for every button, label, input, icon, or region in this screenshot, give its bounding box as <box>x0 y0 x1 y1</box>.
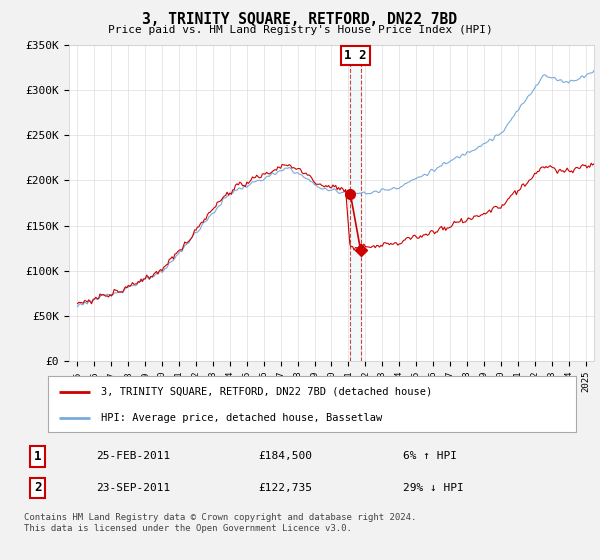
Text: Price paid vs. HM Land Registry's House Price Index (HPI): Price paid vs. HM Land Registry's House … <box>107 25 493 35</box>
Text: HPI: Average price, detached house, Bassetlaw: HPI: Average price, detached house, Bass… <box>101 413 382 423</box>
Text: 29% ↓ HPI: 29% ↓ HPI <box>403 483 464 493</box>
Text: 6% ↑ HPI: 6% ↑ HPI <box>403 451 457 461</box>
Text: Contains HM Land Registry data © Crown copyright and database right 2024.
This d: Contains HM Land Registry data © Crown c… <box>24 514 416 533</box>
Text: 2: 2 <box>34 481 42 494</box>
Text: 23-SEP-2011: 23-SEP-2011 <box>97 483 171 493</box>
Text: £122,735: £122,735 <box>259 483 313 493</box>
Text: 3, TRINITY SQUARE, RETFORD, DN22 7BD: 3, TRINITY SQUARE, RETFORD, DN22 7BD <box>143 12 458 27</box>
Text: 1: 1 <box>34 450 42 463</box>
Bar <box>350 45 361 361</box>
Text: 25-FEB-2011: 25-FEB-2011 <box>97 451 171 461</box>
Text: 1 2: 1 2 <box>344 49 367 62</box>
Text: £184,500: £184,500 <box>259 451 313 461</box>
Text: 3, TRINITY SQUARE, RETFORD, DN22 7BD (detached house): 3, TRINITY SQUARE, RETFORD, DN22 7BD (de… <box>101 387 432 397</box>
